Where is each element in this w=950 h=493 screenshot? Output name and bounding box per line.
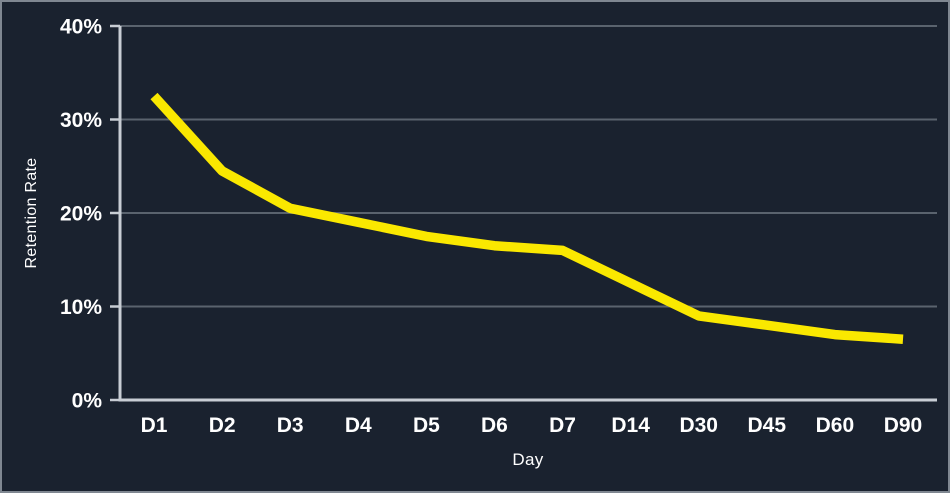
- x-tick-label: D6: [481, 414, 508, 437]
- x-tick-label: D60: [816, 414, 855, 437]
- x-axis-title: Day: [512, 450, 544, 469]
- x-tick-label: D45: [748, 414, 787, 437]
- y-tick-label: 20%: [60, 203, 102, 226]
- x-tick-label: D5: [413, 414, 440, 437]
- x-tick-label: D14: [611, 414, 650, 437]
- x-tick-label: D1: [141, 414, 168, 437]
- x-tick-label: D7: [549, 414, 576, 437]
- y-axis-title: Retention Rate: [23, 157, 40, 269]
- x-tick-label: D30: [679, 414, 718, 437]
- y-tick-label: 30%: [60, 109, 102, 132]
- x-tick-label: D3: [277, 414, 304, 437]
- y-tick-label: 10%: [60, 296, 102, 319]
- y-tick-label: 0%: [72, 390, 103, 413]
- x-tick-label: D90: [884, 414, 923, 437]
- retention-line: [150, 92, 904, 344]
- x-tick-label: D4: [345, 414, 372, 437]
- y-tick-label: 40%: [60, 16, 102, 39]
- x-tick-label: D2: [209, 414, 236, 437]
